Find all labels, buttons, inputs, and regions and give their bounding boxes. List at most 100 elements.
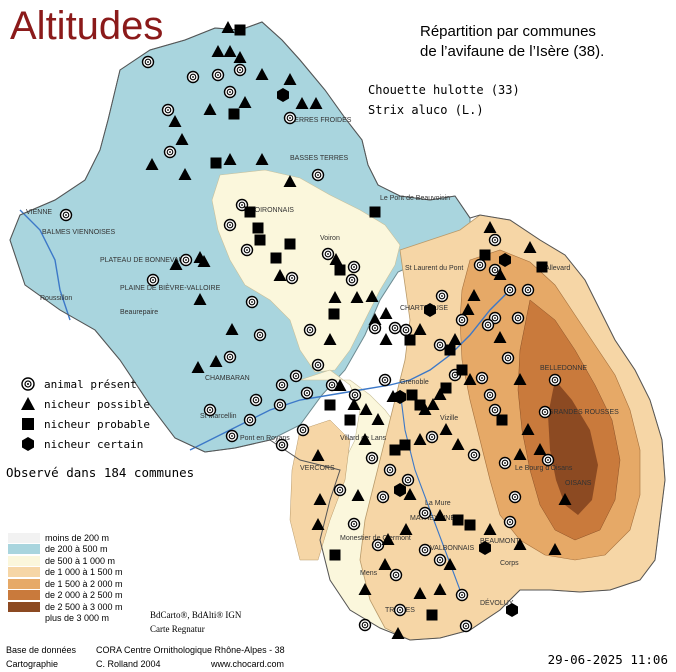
altitude-swatch [8, 578, 40, 589]
place-label: PLAINE DE BIÈVRE-VALLOIRE [120, 283, 221, 292]
possible-marker [368, 313, 382, 325]
possible-marker [463, 373, 477, 385]
present-marker [273, 398, 287, 412]
place-label: BEAUMONT [480, 538, 520, 545]
possible-marker [413, 587, 427, 599]
species-latin-name: Strix aluco (L.) [368, 103, 484, 117]
present-marker [425, 430, 439, 444]
possible-marker [403, 488, 417, 500]
probable-marker [389, 444, 401, 456]
present-marker [311, 168, 325, 182]
probable-marker [479, 249, 491, 261]
present-marker [249, 393, 263, 407]
present-marker [311, 358, 325, 372]
possible-marker [521, 423, 535, 435]
map-heading: Répartition par communes de l’avifaune d… [420, 22, 604, 62]
altitude-label: de 1 500 à 2 000 m [45, 578, 123, 589]
present-marker [368, 321, 382, 335]
altitude-row: de 2 000 à 2 500 m [8, 590, 123, 602]
present-marker [481, 318, 495, 332]
place-label: Roussillon [40, 295, 72, 302]
possible-marker [426, 398, 440, 410]
present-marker [240, 243, 254, 257]
possible-marker [513, 373, 527, 385]
present-marker [503, 283, 517, 297]
present-marker [186, 70, 200, 84]
present-marker [223, 218, 237, 232]
place-label: Corps [500, 560, 519, 567]
present-marker [455, 313, 469, 327]
present-marker [146, 273, 160, 287]
present-marker [203, 403, 217, 417]
possible-marker [233, 51, 247, 63]
present-marker [275, 438, 289, 452]
present-marker [467, 448, 481, 462]
probable-marker [536, 261, 548, 273]
altitude-label: de 1 000 à 1 500 m [45, 567, 123, 578]
altitude-row: de 1 000 à 1 500 m [8, 567, 123, 579]
possible-marker [513, 448, 527, 460]
present-marker [378, 373, 392, 387]
present-marker [59, 208, 73, 222]
map-credit-line: Carte Regnatur [150, 624, 205, 634]
legend-label: nicheur probable [44, 417, 150, 431]
possible-marker [311, 518, 325, 530]
altitude-label: de 200 à 500 m [45, 544, 108, 555]
possible-marker [313, 493, 327, 505]
altitude-row: de 2 500 à 3 000 m [8, 601, 123, 613]
possible-marker [203, 103, 217, 115]
probable-marker [426, 609, 438, 621]
present-marker [399, 323, 413, 337]
possible-marker [145, 158, 159, 170]
present-marker [161, 103, 175, 117]
present-marker [508, 490, 522, 504]
possible-marker [323, 333, 337, 345]
place-label: Le Pont de Beauvoisin [380, 195, 450, 202]
place-label: VERCORS [300, 465, 335, 472]
probable-marker [234, 24, 246, 36]
possible-marker [221, 21, 235, 33]
hill-zone [211, 169, 401, 373]
probable-marker [328, 308, 340, 320]
present-marker [548, 373, 562, 387]
probable-marker [464, 519, 476, 531]
altitude-legend: moins de 200 m de 200 à 500 m de 500 à 1… [8, 532, 123, 624]
altitude-swatch [8, 567, 40, 578]
possible-marker [358, 433, 372, 445]
present-marker [376, 490, 390, 504]
certain-marker [499, 253, 511, 267]
heading-line-2: de l’avifaune de l’Isère (38). [420, 43, 605, 60]
footer-carto-value: C. Rolland 2004 [96, 659, 161, 669]
probable-marker [270, 252, 282, 264]
generation-date: 29-06-2025 11:06 [547, 652, 668, 667]
possible-marker [433, 509, 447, 521]
place-label: OISANS [565, 480, 592, 487]
present-marker [488, 233, 502, 247]
present-marker [483, 388, 497, 402]
present-marker [223, 85, 237, 99]
probable-marker [452, 514, 464, 526]
place-label: TERRES FROIDES [290, 117, 352, 124]
possible-marker [358, 583, 372, 595]
possible-marker [309, 97, 323, 109]
possible-marker [378, 558, 392, 570]
possible-marker [211, 45, 225, 57]
present-marker [347, 517, 361, 531]
altitude-label: moins de 200 m [45, 532, 110, 543]
present-marker [289, 369, 303, 383]
present-marker [455, 588, 469, 602]
place-label: Voiron [320, 235, 340, 242]
map-credits: BdCarto®, BdAlti® IGN Carte Regnatur [150, 608, 241, 636]
place-label: VIENNE [26, 209, 52, 216]
possible-marker [413, 433, 427, 445]
altitude-row: plus de 3 000 m [8, 613, 123, 625]
vercors-zone [289, 419, 351, 561]
present-marker [383, 463, 397, 477]
place-label: Monestier de Clermont [340, 535, 411, 542]
probable-marker [444, 344, 456, 356]
present-marker [348, 388, 362, 402]
possible-marker [359, 403, 373, 415]
possible-marker [311, 449, 325, 461]
present-marker [296, 423, 310, 437]
present-marker [321, 247, 335, 261]
